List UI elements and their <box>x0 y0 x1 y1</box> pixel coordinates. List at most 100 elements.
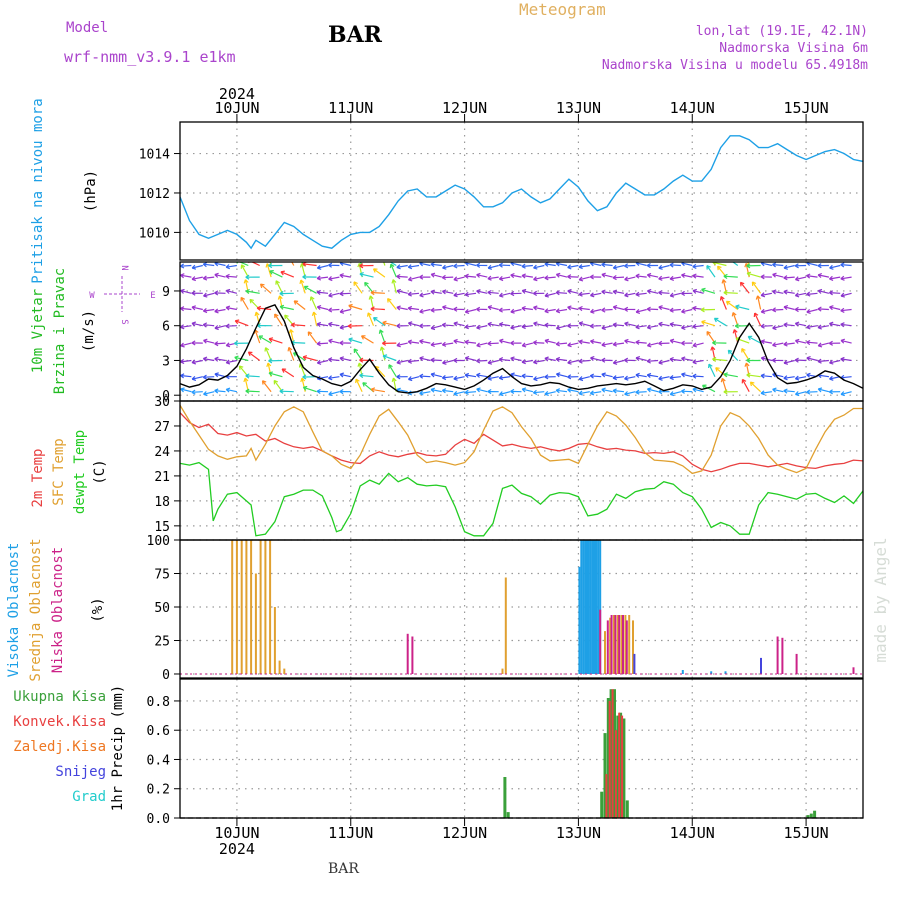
wind-arrow <box>382 354 397 362</box>
wind-arrow <box>601 342 613 348</box>
wind-arrow <box>372 317 386 327</box>
wind-arrow <box>794 338 807 344</box>
wind-arrow <box>254 311 261 326</box>
wind-arrow <box>441 274 454 281</box>
wind-arrow <box>806 273 818 279</box>
cloud_low-bar <box>599 609 602 674</box>
precip_total-bar <box>806 815 810 818</box>
temp-ylabel-sfc: SFC Temp <box>51 438 67 505</box>
wind-arrow <box>751 281 762 294</box>
wind-arrow <box>476 272 488 278</box>
wind-arrow <box>407 358 420 364</box>
wind-arrow <box>680 340 693 346</box>
cloud_mid-bar <box>501 668 504 674</box>
wind-arrow <box>817 358 829 364</box>
wind-arrow <box>521 288 534 294</box>
wind-arrow <box>658 264 670 270</box>
wind-arrow <box>669 375 681 381</box>
wind-arrow <box>746 271 761 278</box>
wind-arrow <box>829 305 841 311</box>
wind-arrow <box>612 388 625 394</box>
compass-e: E <box>150 291 155 301</box>
wind-arrow <box>430 357 442 363</box>
cloud_mid-bar <box>259 540 262 674</box>
wind-arrow <box>829 359 841 365</box>
wind-arrow <box>612 264 625 270</box>
wind-arrow <box>396 273 408 280</box>
wind-arrow <box>180 264 181 266</box>
precip-legend-2: Zaledj.Kisa <box>13 739 106 755</box>
clouds-frame <box>179 539 864 679</box>
wind-arrow <box>240 296 249 310</box>
wind-arrow <box>180 387 192 393</box>
footer-station: BAR <box>328 861 359 877</box>
wind-arrow <box>355 378 363 392</box>
cloud_mid-bar <box>254 573 257 674</box>
wind-arrow <box>771 307 784 313</box>
compass-w: W <box>89 291 95 301</box>
wind-arrow <box>269 262 272 266</box>
wind-arrow <box>635 356 647 362</box>
wind-arrow <box>202 374 215 380</box>
cloud_high-bar <box>591 540 594 674</box>
wind-arrow <box>635 324 647 330</box>
wind-arrow <box>624 292 636 298</box>
wind-arrow <box>307 331 318 344</box>
wind-arrow <box>259 283 272 294</box>
temp2m-line <box>180 412 863 473</box>
wind-arrow <box>476 372 488 378</box>
precip-panel: 0.0 0.2 0.4 0.6 0.8 <box>147 679 863 827</box>
wind-ytick-label: 0 <box>162 389 170 404</box>
cloud_high-bar <box>584 540 587 674</box>
wind-arrow <box>359 373 374 379</box>
wind-arrow <box>275 280 283 294</box>
wind-arrow <box>817 272 830 279</box>
wind-arrow <box>783 275 795 281</box>
wind-arrow <box>567 323 579 329</box>
wind-arrow <box>601 289 613 295</box>
wind-speed-line <box>180 304 863 394</box>
wind-arrow <box>589 390 602 396</box>
dewpt-line <box>180 461 863 537</box>
temperature-ytick-label: 15 <box>154 520 170 535</box>
bottom-xtick-label: 14JUN <box>670 824 715 842</box>
wind-arrow <box>498 375 511 381</box>
wind-arrow <box>533 359 545 365</box>
wind-arrow <box>794 263 807 269</box>
clouds-panel: 0 25 50 75 100 <box>147 534 863 683</box>
wind-ylabel-unit: (m/s) <box>81 310 97 352</box>
wind-arrow <box>772 262 784 268</box>
wind-arrow <box>601 325 613 331</box>
wind-arrow <box>453 390 465 397</box>
wind-arrow <box>498 275 511 282</box>
wind-arrow <box>772 342 784 348</box>
wind-arrow <box>328 357 340 363</box>
wind-arrow <box>487 305 499 311</box>
wind-arrow <box>407 305 420 311</box>
cloud_low-bar <box>606 620 609 674</box>
wind-arrow <box>712 340 727 346</box>
wind-arrow <box>806 324 818 330</box>
wind-arrow <box>370 387 386 393</box>
wind-arrow <box>783 388 795 394</box>
wind-arrow <box>359 272 374 278</box>
precip-ytick-label: 0.0 <box>147 812 170 827</box>
cloud_high-bar <box>580 540 583 674</box>
wind-arrow <box>681 372 693 378</box>
wind-arrow <box>245 274 260 280</box>
wind-arrow <box>498 357 511 363</box>
cloud_high-bar <box>710 671 713 674</box>
wind-arrow <box>567 305 579 311</box>
pressure-frame <box>179 121 864 261</box>
wind-arrow <box>578 264 590 270</box>
wind-arrow <box>817 342 830 348</box>
wind-arrow <box>367 312 375 326</box>
wind-arrow <box>601 307 613 313</box>
cloud_high-bar <box>587 540 590 674</box>
wind-arrow <box>680 290 693 297</box>
wind-arrow <box>419 292 431 298</box>
wind-arrow <box>567 359 579 365</box>
wind-arrow <box>533 276 545 282</box>
